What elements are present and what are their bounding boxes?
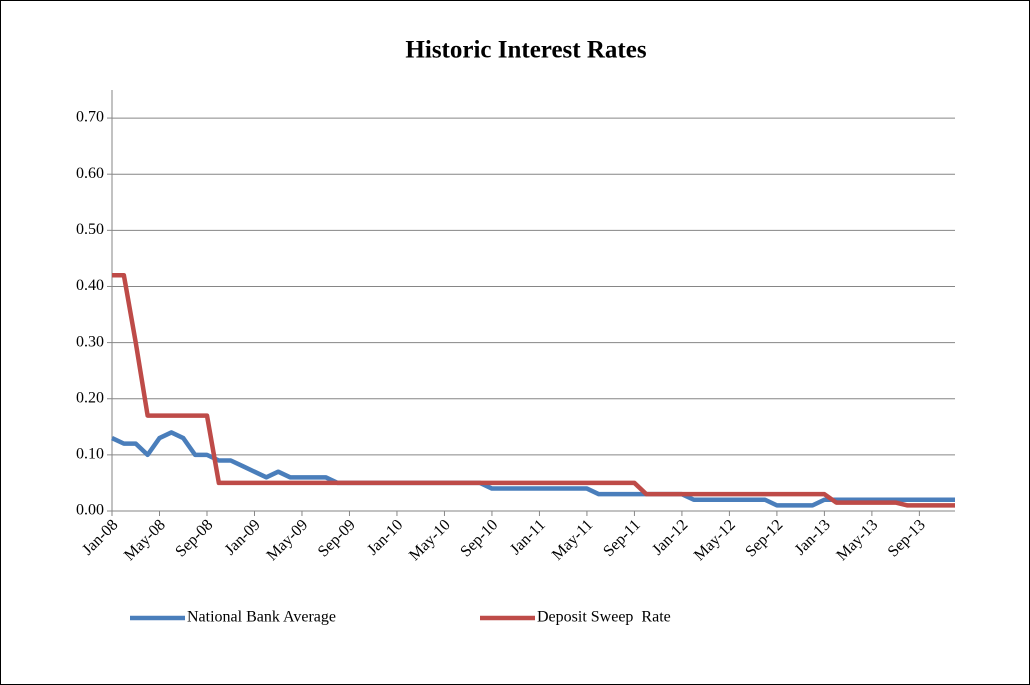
y-tick-label: 0.20: [76, 389, 104, 406]
legend-label: Deposit Sweep Rate: [537, 609, 671, 626]
y-tick-label: 0.60: [76, 165, 104, 182]
y-tick-label: 0.40: [76, 277, 104, 294]
y-tick-label: 0.70: [76, 109, 104, 126]
chart-title: Historic Interest Rates: [405, 37, 646, 64]
series-line: [112, 272, 955, 508]
legend-label: National Bank Average: [187, 609, 336, 626]
y-tick-label: 0.10: [76, 446, 104, 463]
y-tick-label: 0.00: [76, 502, 104, 519]
y-tick-label: 0.30: [76, 333, 104, 350]
y-tick-label: 0.50: [76, 221, 104, 238]
series-line: [111, 430, 955, 508]
